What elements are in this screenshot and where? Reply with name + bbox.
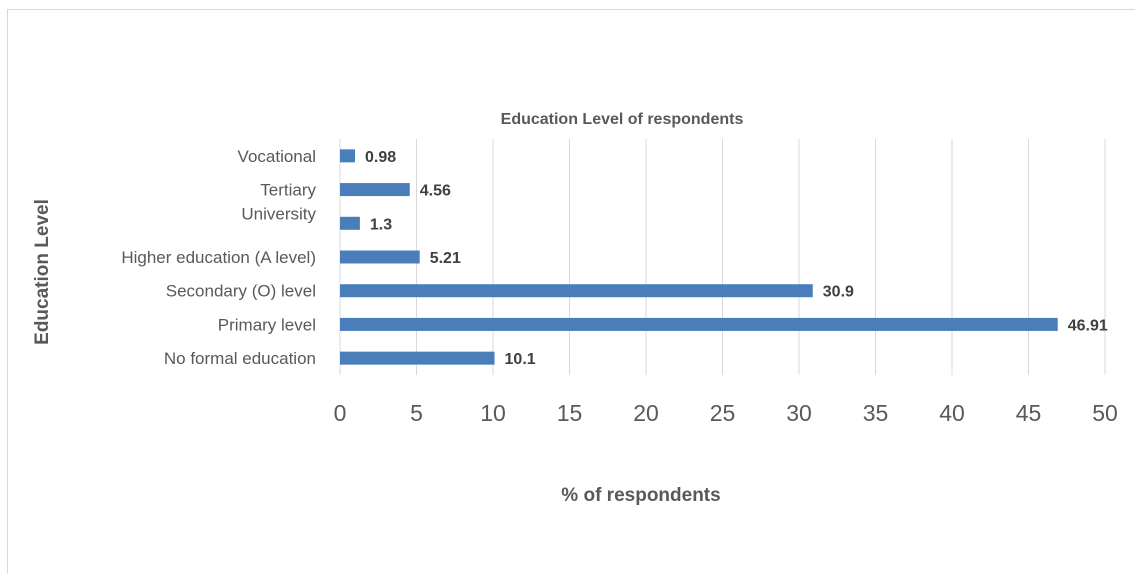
category-label: No formal education [164,349,316,368]
bar [340,284,813,298]
data-label: 1.3 [370,216,392,233]
bar [340,351,495,365]
bar [340,183,410,197]
data-label: 46.91 [1068,317,1108,334]
chart-frame [7,9,1135,574]
x-tick-label: 10 [480,400,506,426]
data-label: 5.21 [430,250,461,267]
category-label: Tertiary [260,181,316,200]
x-tick-label: 50 [1092,400,1118,426]
x-tick-label: 40 [939,400,965,426]
data-labels: 0.98 4.56 1.3 5.21 30.9 46.91 10.1 [365,149,1108,368]
chart-title: Education Level of respondents [501,111,744,128]
category-label: Secondary (O) level [166,282,316,301]
data-label: 4.56 [420,183,451,200]
x-tick-label: 30 [786,400,812,426]
category-label: Primary level [218,315,316,334]
x-tick-labels: 0 5 10 15 20 25 30 35 40 45 50 [334,400,1118,426]
x-tick-label: 15 [557,400,583,426]
category-label: Higher education (A level) [121,248,316,267]
x-tick-label: 5 [410,400,423,426]
x-tick-label: 20 [633,400,659,426]
bars [340,149,1058,365]
x-tick-label: 0 [334,400,347,426]
category-label: Vocational [238,147,316,166]
x-tick-label: 35 [863,400,889,426]
bar [340,317,1058,331]
data-label: 10.1 [505,351,536,368]
category-labels: Vocational Tertiary University Higher educa… [121,147,316,368]
x-tick-label: 45 [1016,400,1042,426]
x-axis-title: % of respondents [561,485,720,506]
bar [340,250,420,264]
data-label: 0.98 [365,149,396,166]
y-axis-title: Education Level [32,199,53,345]
category-label: University [241,204,316,223]
x-tick-label: 25 [710,400,736,426]
bar [340,216,360,230]
data-label: 30.9 [823,284,854,301]
bar [340,149,355,163]
